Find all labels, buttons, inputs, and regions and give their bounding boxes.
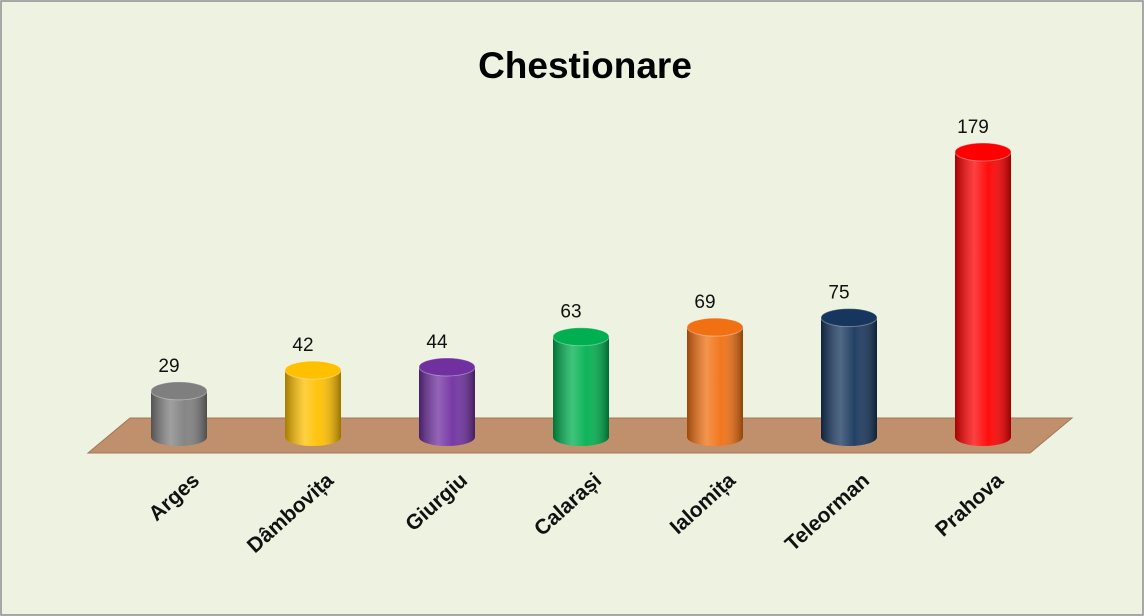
bar-top xyxy=(150,381,208,401)
value-label: 44 xyxy=(426,332,448,353)
value-label: 29 xyxy=(158,356,179,377)
bar xyxy=(686,317,744,446)
bar-top xyxy=(418,357,476,377)
bar xyxy=(150,381,208,446)
bar-body-shade xyxy=(955,152,1011,437)
chart-title: Chestionare xyxy=(478,45,692,86)
value-label: 179 xyxy=(957,117,989,138)
bar xyxy=(552,327,610,446)
value-label: 69 xyxy=(694,292,715,313)
bar-top xyxy=(954,142,1012,162)
bar xyxy=(820,308,878,446)
bar-body-shade xyxy=(285,370,341,437)
bar-body-shade xyxy=(687,327,743,437)
bar-top xyxy=(284,360,342,380)
bar-top xyxy=(820,308,878,328)
bar-top xyxy=(686,317,744,337)
value-label: 75 xyxy=(828,283,849,304)
bar-top xyxy=(552,327,610,347)
bar-body-shade xyxy=(821,317,877,437)
value-label: 63 xyxy=(560,302,581,323)
bar xyxy=(954,142,1012,446)
bar-body-shade xyxy=(419,366,475,437)
bar xyxy=(284,360,342,446)
bar-body-shade xyxy=(553,336,609,437)
value-label: 42 xyxy=(292,335,313,356)
bar xyxy=(418,357,476,446)
